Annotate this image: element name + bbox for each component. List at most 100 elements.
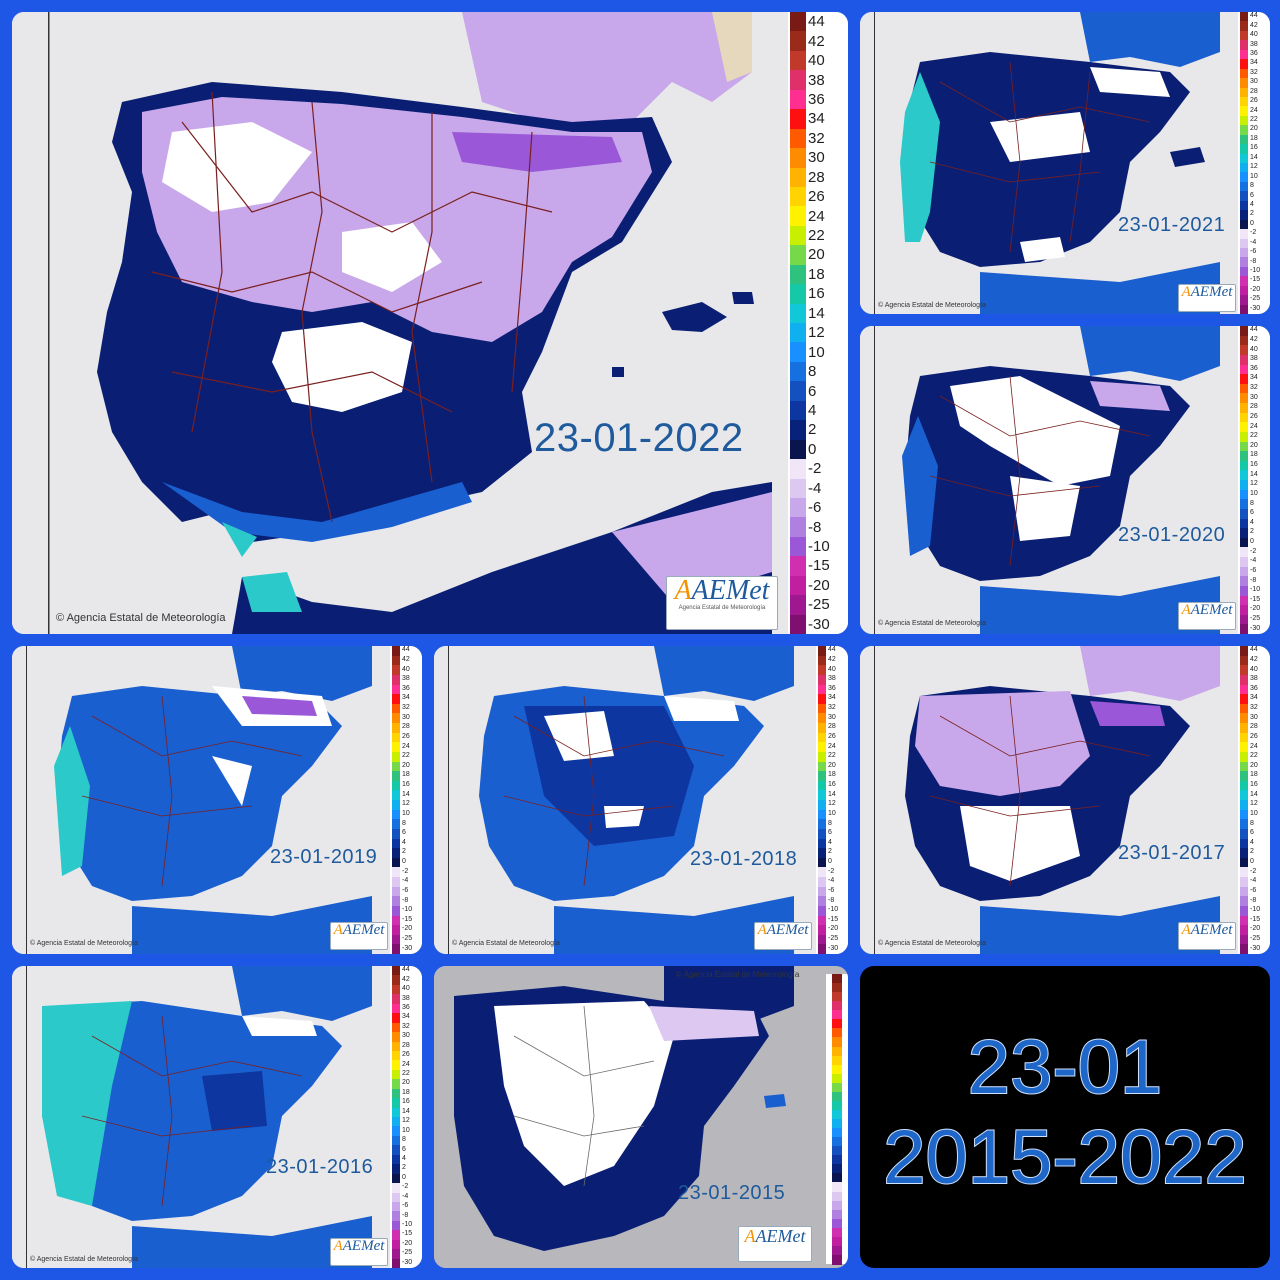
legend-label: 12 <box>1250 480 1258 488</box>
legend-swatch <box>818 934 826 945</box>
legend-swatch <box>790 497 806 518</box>
legend-swatch <box>392 1164 400 1175</box>
map-date-2015: 23-01-2015 <box>678 1182 786 1204</box>
temperature-legend: 44 42 40 38 36 34 32 30 28 26 24 22 20 18 16 14 12 10 8 6 4 2… <box>390 966 422 1268</box>
legend-label: -2 <box>1250 547 1257 555</box>
legend-swatch <box>832 1218 842 1229</box>
legend-label: 26 <box>1250 412 1258 420</box>
legend-label: 40 <box>1250 345 1258 353</box>
map-panel-2021: 23-01-2021 © Agencia Estatal de Meteorol… <box>860 12 1270 314</box>
legend-label: 8 <box>808 363 817 381</box>
legend-label: -6 <box>1250 886 1257 894</box>
legend-label: 42 <box>808 32 825 50</box>
legend-swatch <box>832 1137 842 1147</box>
legend-swatch <box>1240 614 1248 625</box>
legend-swatch <box>832 1245 842 1256</box>
legend-swatch <box>392 646 400 657</box>
legend-label: 26 <box>402 732 410 740</box>
legend-label: 40 <box>808 52 825 70</box>
legend-label: 18 <box>1250 134 1258 142</box>
legend-label: 20 <box>402 1079 410 1087</box>
legend-swatch <box>818 732 826 743</box>
legend-label: 10 <box>1250 809 1258 817</box>
legend-swatch <box>392 984 400 995</box>
legend-swatch <box>392 713 400 724</box>
legend-swatch <box>818 886 826 897</box>
legend-label: 22 <box>1250 432 1258 440</box>
legend-label: 34 <box>1250 59 1258 67</box>
legend-swatch <box>832 1028 842 1038</box>
legend-label: -30 <box>828 944 839 952</box>
map-date-2017: 23-01-2017 <box>1118 842 1226 864</box>
legend-label: 4 <box>1250 518 1254 526</box>
legend-label: 32 <box>1250 704 1258 712</box>
legend-swatch <box>1240 403 1248 414</box>
legend-swatch <box>1240 944 1248 954</box>
legend-swatch <box>1240 547 1248 558</box>
legend-swatch <box>790 128 806 149</box>
legend-label: 42 <box>1250 655 1258 663</box>
legend-label: -6 <box>1250 566 1257 574</box>
legend-swatch <box>818 751 826 762</box>
collage-title-date: 23-01 <box>967 1024 1163 1111</box>
legend-swatch <box>1240 134 1248 145</box>
legend-swatch <box>790 31 806 52</box>
legend-label: 2 <box>1250 528 1254 536</box>
legend-label: 2 <box>808 421 817 439</box>
legend-swatch <box>818 915 826 926</box>
legend-swatch <box>1240 518 1248 529</box>
legend-swatch <box>818 742 826 753</box>
aemet-logo-mark: A <box>1181 922 1191 938</box>
legend-swatch <box>392 1098 400 1109</box>
legend-label: 14 <box>1250 153 1258 161</box>
legend-label: -6 <box>808 499 822 517</box>
legend-swatch <box>1240 345 1248 356</box>
legend-label: 14 <box>828 790 836 798</box>
legend-swatch <box>790 575 806 596</box>
legend-swatch <box>1240 210 1248 221</box>
legend-swatch <box>1240 285 1248 296</box>
temperature-legend: 44 42 40 38 36 34 32 30 28 26 24 22 20 18 16 14 12 10 8 6 4 2… <box>1238 12 1270 314</box>
legend-swatch <box>1240 896 1248 907</box>
legend-swatch <box>1240 780 1248 791</box>
legend-swatch <box>392 1032 400 1042</box>
legend-label: 38 <box>1250 675 1258 683</box>
legend-label: 2 <box>402 848 406 856</box>
legend-label: 18 <box>828 771 836 779</box>
legend-label: 0 <box>1250 219 1254 227</box>
copyright-label: © Agencia Estatal de Meteorología <box>676 970 799 979</box>
legend-swatch <box>818 655 826 666</box>
legend-label: 6 <box>828 829 832 837</box>
legend-label: 8 <box>1250 819 1254 827</box>
legend-swatch <box>790 439 806 460</box>
legend-label: 34 <box>402 1013 410 1021</box>
map-panel-2017: 23-01-2017 © Agencia Estatal de Meteorol… <box>860 646 1270 954</box>
legend-swatch <box>392 838 400 849</box>
copyright-icon: © <box>30 1256 36 1263</box>
legend-label: -25 <box>808 596 830 614</box>
legend-label: 22 <box>1250 116 1258 124</box>
legend-swatch <box>1240 59 1248 70</box>
legend-swatch <box>790 109 806 130</box>
legend-label: 14 <box>1250 470 1258 478</box>
legend-label: 12 <box>402 1117 410 1125</box>
legend-label: 6 <box>402 1145 406 1153</box>
legend-label: -10 <box>828 906 839 914</box>
legend-swatch <box>1240 819 1248 830</box>
legend-label: 28 <box>828 723 836 731</box>
legend-label: 32 <box>828 704 836 712</box>
legend-swatch <box>832 1019 842 1029</box>
legend-swatch <box>818 925 826 936</box>
legend-swatch <box>1240 684 1248 695</box>
legend-swatch <box>1240 489 1248 500</box>
legend-label: -15 <box>402 1230 413 1238</box>
legend-label: 4 <box>808 401 817 419</box>
legend-swatch <box>790 12 806 32</box>
legend-label: 42 <box>1250 335 1258 343</box>
aemet-logo-mark: A <box>744 1226 756 1246</box>
legend-swatch <box>790 89 806 110</box>
legend-swatch <box>1240 153 1248 164</box>
legend-label: 8 <box>402 819 406 827</box>
aemet-logo-mark: A <box>333 1238 343 1254</box>
legend-swatch <box>1240 877 1248 888</box>
